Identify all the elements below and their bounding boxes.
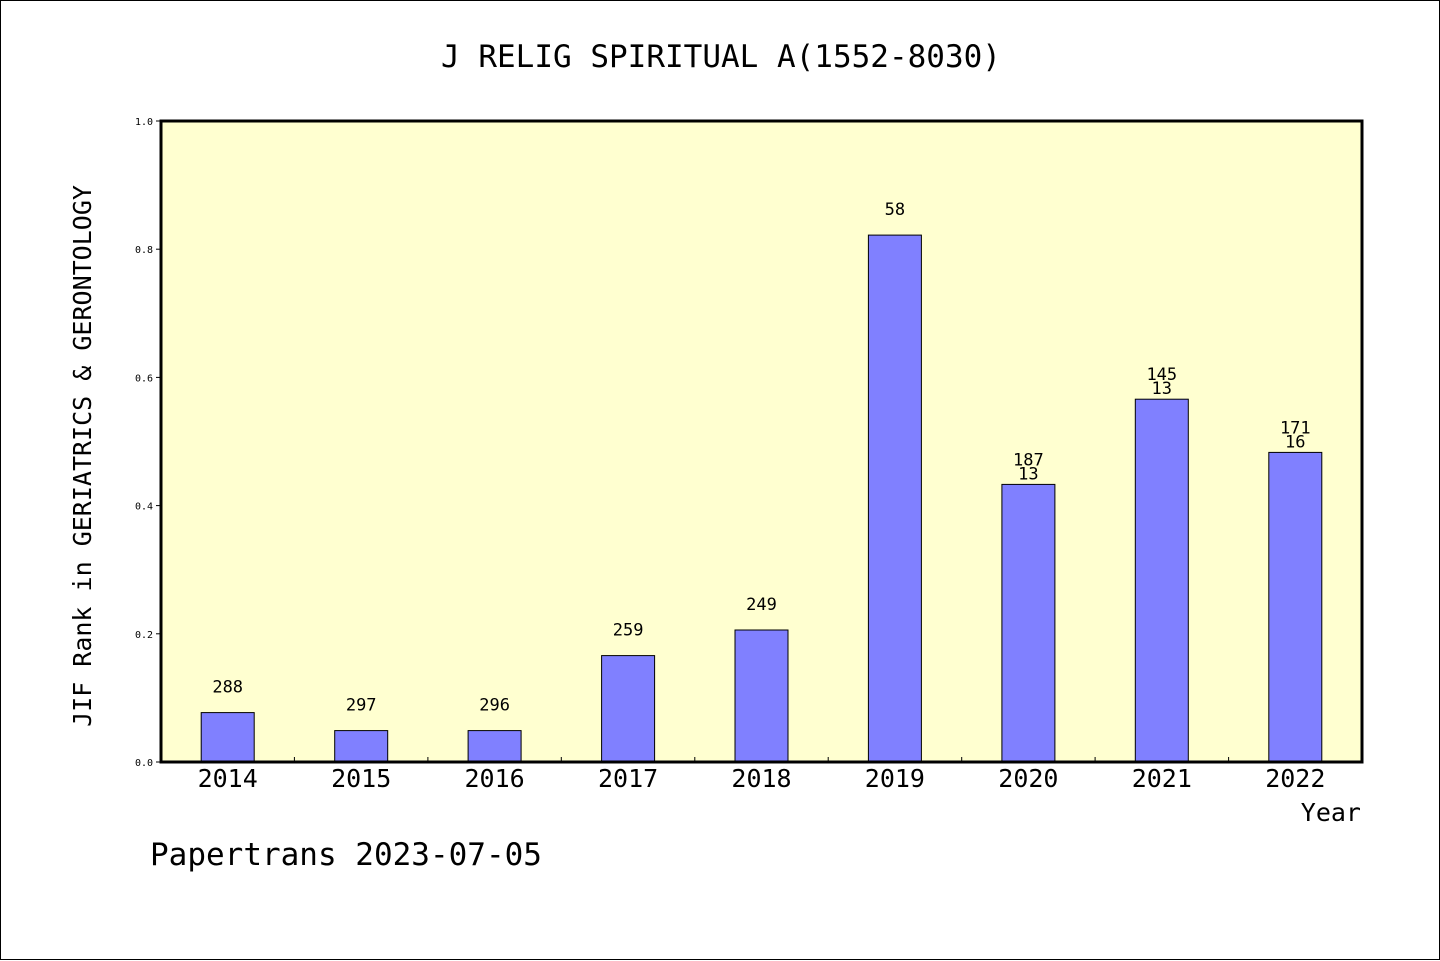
footer-text: Papertrans 2023-07-05 <box>150 837 542 873</box>
y-tick-label: 0.8 <box>135 245 153 256</box>
x-tick-label: 2018 <box>731 764 791 793</box>
bars-group <box>200 234 1323 763</box>
bar-label-secondary: 13 <box>1152 379 1172 399</box>
bar-2016 <box>467 730 522 763</box>
bar-label: 171 <box>1280 418 1311 438</box>
x-tick-label: 2021 <box>1132 764 1192 793</box>
x-tick-label: 2016 <box>464 764 524 793</box>
bar-2014 <box>200 712 255 763</box>
bar-label: 145 <box>1146 365 1177 385</box>
x-tick-label: 2019 <box>865 764 925 793</box>
bar-2015 <box>334 730 389 763</box>
bar-label: 296 <box>479 696 510 716</box>
y-tick-label: 1.0 <box>135 117 153 128</box>
y-axis-label: JIF Rank in GERIATRICS & GERONTOLOGY <box>68 185 97 727</box>
bar-label: 259 <box>613 621 644 641</box>
bar-label-secondary: 13 <box>1018 464 1038 484</box>
y-tick-label: 0.4 <box>135 502 153 513</box>
y-axis: 0.0 0.2 0.4 0.6 0.8 1.0 <box>135 117 161 769</box>
x-axis: 2014 2015 2016 2017 2018 2019 2020 2021 2022 <box>198 757 1325 793</box>
bar-2017 <box>601 655 656 763</box>
x-tick-label: 2020 <box>998 764 1058 793</box>
plot-border <box>159 119 1364 764</box>
bar-label: 187 <box>1013 450 1044 470</box>
bar-2019 <box>867 234 922 763</box>
y-tick-label: 0.2 <box>135 630 153 641</box>
bar-2021 <box>1134 398 1189 763</box>
bar-label: 249 <box>746 595 777 615</box>
x-axis-label: Year <box>1301 798 1361 827</box>
bar-label: 58 <box>885 200 905 220</box>
bar-label-secondary: 16 <box>1285 432 1305 452</box>
x-tick-label: 2015 <box>331 764 391 793</box>
x-tick-label: 2022 <box>1265 764 1325 793</box>
bar-2018 <box>734 629 789 763</box>
bar-label: 288 <box>212 678 243 698</box>
y-tick-label: 0.0 <box>135 758 153 769</box>
chart-title: J RELIG SPIRITUAL A(1552-8030) <box>441 39 1001 75</box>
bar-2022 <box>1268 451 1323 763</box>
y-tick-label: 0.6 <box>135 373 153 384</box>
bar-2020 <box>1001 483 1056 763</box>
bar-label: 297 <box>346 696 377 716</box>
x-tick-label: 2014 <box>198 764 258 793</box>
x-tick-label: 2017 <box>598 764 658 793</box>
